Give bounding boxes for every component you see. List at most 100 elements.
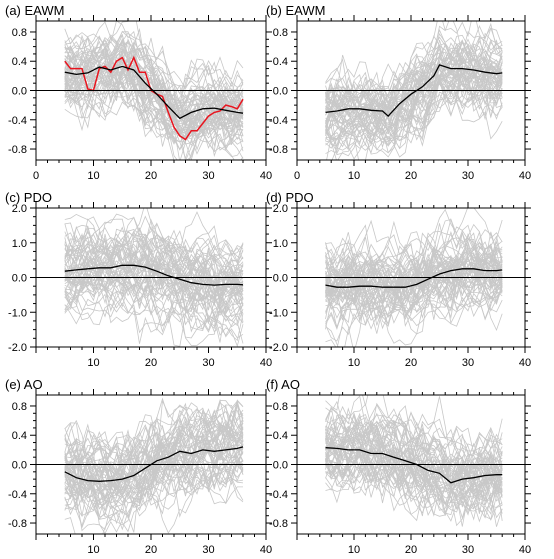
- ensemble-member-line: [64, 35, 244, 119]
- ensemble-member-line: [325, 420, 503, 508]
- chart-panel: (b) EAWM 0 10 20 30 40 0.8 0.4 0.0 -0.4 -0.8: [266, 3, 531, 182]
- ensemble-member-line: [64, 400, 244, 467]
- ensemble-member-line: [64, 222, 244, 307]
- chart-panel: (a) EAWM 0 10 20 30 40 0.8 0.4 0.0 -0.4 -0.8: [5, 3, 272, 182]
- ensemble-member-line: [331, 94, 503, 160]
- ensemble-member-line: [64, 439, 244, 510]
- ensemble-member-line: [64, 269, 244, 330]
- ensemble-member-line: [64, 275, 244, 333]
- ensemble-member-line: [325, 283, 503, 335]
- ensemble-member-line: [325, 219, 503, 299]
- x-tick-label: 20: [405, 357, 417, 369]
- x-tick-label: 10: [348, 357, 360, 369]
- y-tick-label: -0.8: [269, 144, 288, 156]
- x-tick-label: 20: [405, 544, 417, 556]
- y-tick-label: 1.0: [273, 238, 288, 250]
- ensemble-member-line: [325, 285, 503, 342]
- x-tick-label: 20: [405, 170, 417, 182]
- y-tick-label: 0.4: [273, 430, 288, 442]
- plot-area: [325, 21, 503, 160]
- y-tick-label: -1.0: [269, 307, 288, 319]
- y-tick-label: 1.0: [12, 238, 27, 250]
- ensemble-member-line: [325, 438, 503, 506]
- ensemble-member-line: [64, 275, 244, 346]
- x-tick-label: 10: [87, 170, 99, 182]
- ensemble-member-line: [325, 264, 503, 347]
- y-tick-label: -0.8: [8, 144, 27, 156]
- y-tick-label: 0.0: [273, 86, 288, 98]
- y-tick-label: 0.8: [273, 401, 288, 413]
- ensemble-member-line: [64, 288, 244, 344]
- plot-area: [64, 208, 244, 347]
- panel-title: (f) AO: [266, 377, 300, 392]
- ensemble-member-line: [325, 400, 503, 458]
- plot-area: [325, 208, 503, 347]
- y-tick-label: -1.0: [8, 307, 27, 319]
- y-tick-label: -0.4: [8, 115, 27, 127]
- ensemble-member-line: [325, 208, 503, 271]
- ensemble-member-line: [64, 403, 244, 495]
- panel-title: (c) PDO: [5, 190, 52, 205]
- ensemble-member-line: [325, 38, 503, 136]
- panel-title: (b) EAWM: [266, 3, 325, 18]
- x-tick-label: 30: [462, 544, 474, 556]
- x-tick-label: 30: [462, 170, 474, 182]
- ensemble-member-line: [325, 42, 503, 122]
- ensemble-member-line: [64, 255, 243, 324]
- y-tick-label: 0.0: [273, 273, 288, 285]
- ensemble-member-line: [64, 227, 244, 278]
- y-tick-label: -0.4: [269, 489, 288, 501]
- y-tick-label: 0.4: [273, 56, 288, 68]
- ensemble-member-line: [64, 65, 244, 150]
- x-tick-label: 30: [462, 357, 474, 369]
- ensemble-member-line: [325, 56, 503, 139]
- panel-title: (a) EAWM: [5, 3, 64, 18]
- y-tick-label: 2.0: [12, 203, 27, 215]
- ensemble-member-line: [325, 36, 503, 117]
- ensemble-member-line: [325, 229, 503, 284]
- ensemble-mean-line: [64, 65, 244, 120]
- ensemble-member-line: [64, 254, 244, 317]
- ensemble-member-line: [64, 36, 244, 127]
- ensemble-member-line: [325, 407, 503, 506]
- x-tick-label: 30: [202, 544, 214, 556]
- x-tick-label: 20: [145, 357, 157, 369]
- y-tick-label: -0.8: [269, 518, 288, 530]
- x-tick-label: 40: [260, 170, 272, 182]
- observed-series-line: [64, 55, 244, 141]
- y-tick-label: 0.0: [273, 460, 288, 472]
- x-tick-label: 20: [145, 544, 157, 556]
- ensemble-member-line: [64, 403, 244, 501]
- x-tick-label: 10: [348, 170, 360, 182]
- ensemble-member-line: [64, 228, 244, 293]
- ensemble-member-line: [64, 461, 244, 522]
- ensemble-member-line: [64, 49, 244, 147]
- ensemble-member-line: [326, 93, 503, 160]
- chart-panel: (d) PDO 10 20 30 40 2.0 1.0 0.0 -1.0 -2.0: [266, 190, 531, 369]
- ensemble-member-line: [325, 78, 503, 157]
- ensemble-member-line: [64, 208, 244, 280]
- y-tick-label: 0.4: [12, 430, 27, 442]
- ensemble-member-line: [325, 290, 503, 347]
- ensemble-member-line: [64, 232, 244, 301]
- ensemble-member-line: [64, 218, 244, 282]
- plot-area: [64, 397, 244, 534]
- y-tick-label: -2.0: [269, 342, 288, 354]
- ensemble-member-line: [64, 65, 244, 160]
- ensemble-member-line: [325, 441, 503, 522]
- y-tick-label: 0.0: [12, 460, 27, 472]
- ensemble-member-line: [325, 265, 503, 330]
- plot-area: [325, 395, 503, 527]
- ensemble-member-line: [325, 45, 503, 127]
- ensemble-member-line: [325, 255, 503, 294]
- ensemble-member-line: [325, 76, 503, 146]
- ensemble-mean-line: [64, 446, 244, 482]
- ensemble-member-line: [325, 252, 503, 305]
- x-tick-label: 20: [145, 170, 157, 182]
- ensemble-mean-line: [64, 264, 244, 286]
- y-tick-label: -2.0: [8, 342, 27, 354]
- ensemble-member-line: [64, 284, 244, 339]
- x-tick-label: 0: [33, 170, 39, 182]
- ensemble-member-line: [325, 57, 503, 136]
